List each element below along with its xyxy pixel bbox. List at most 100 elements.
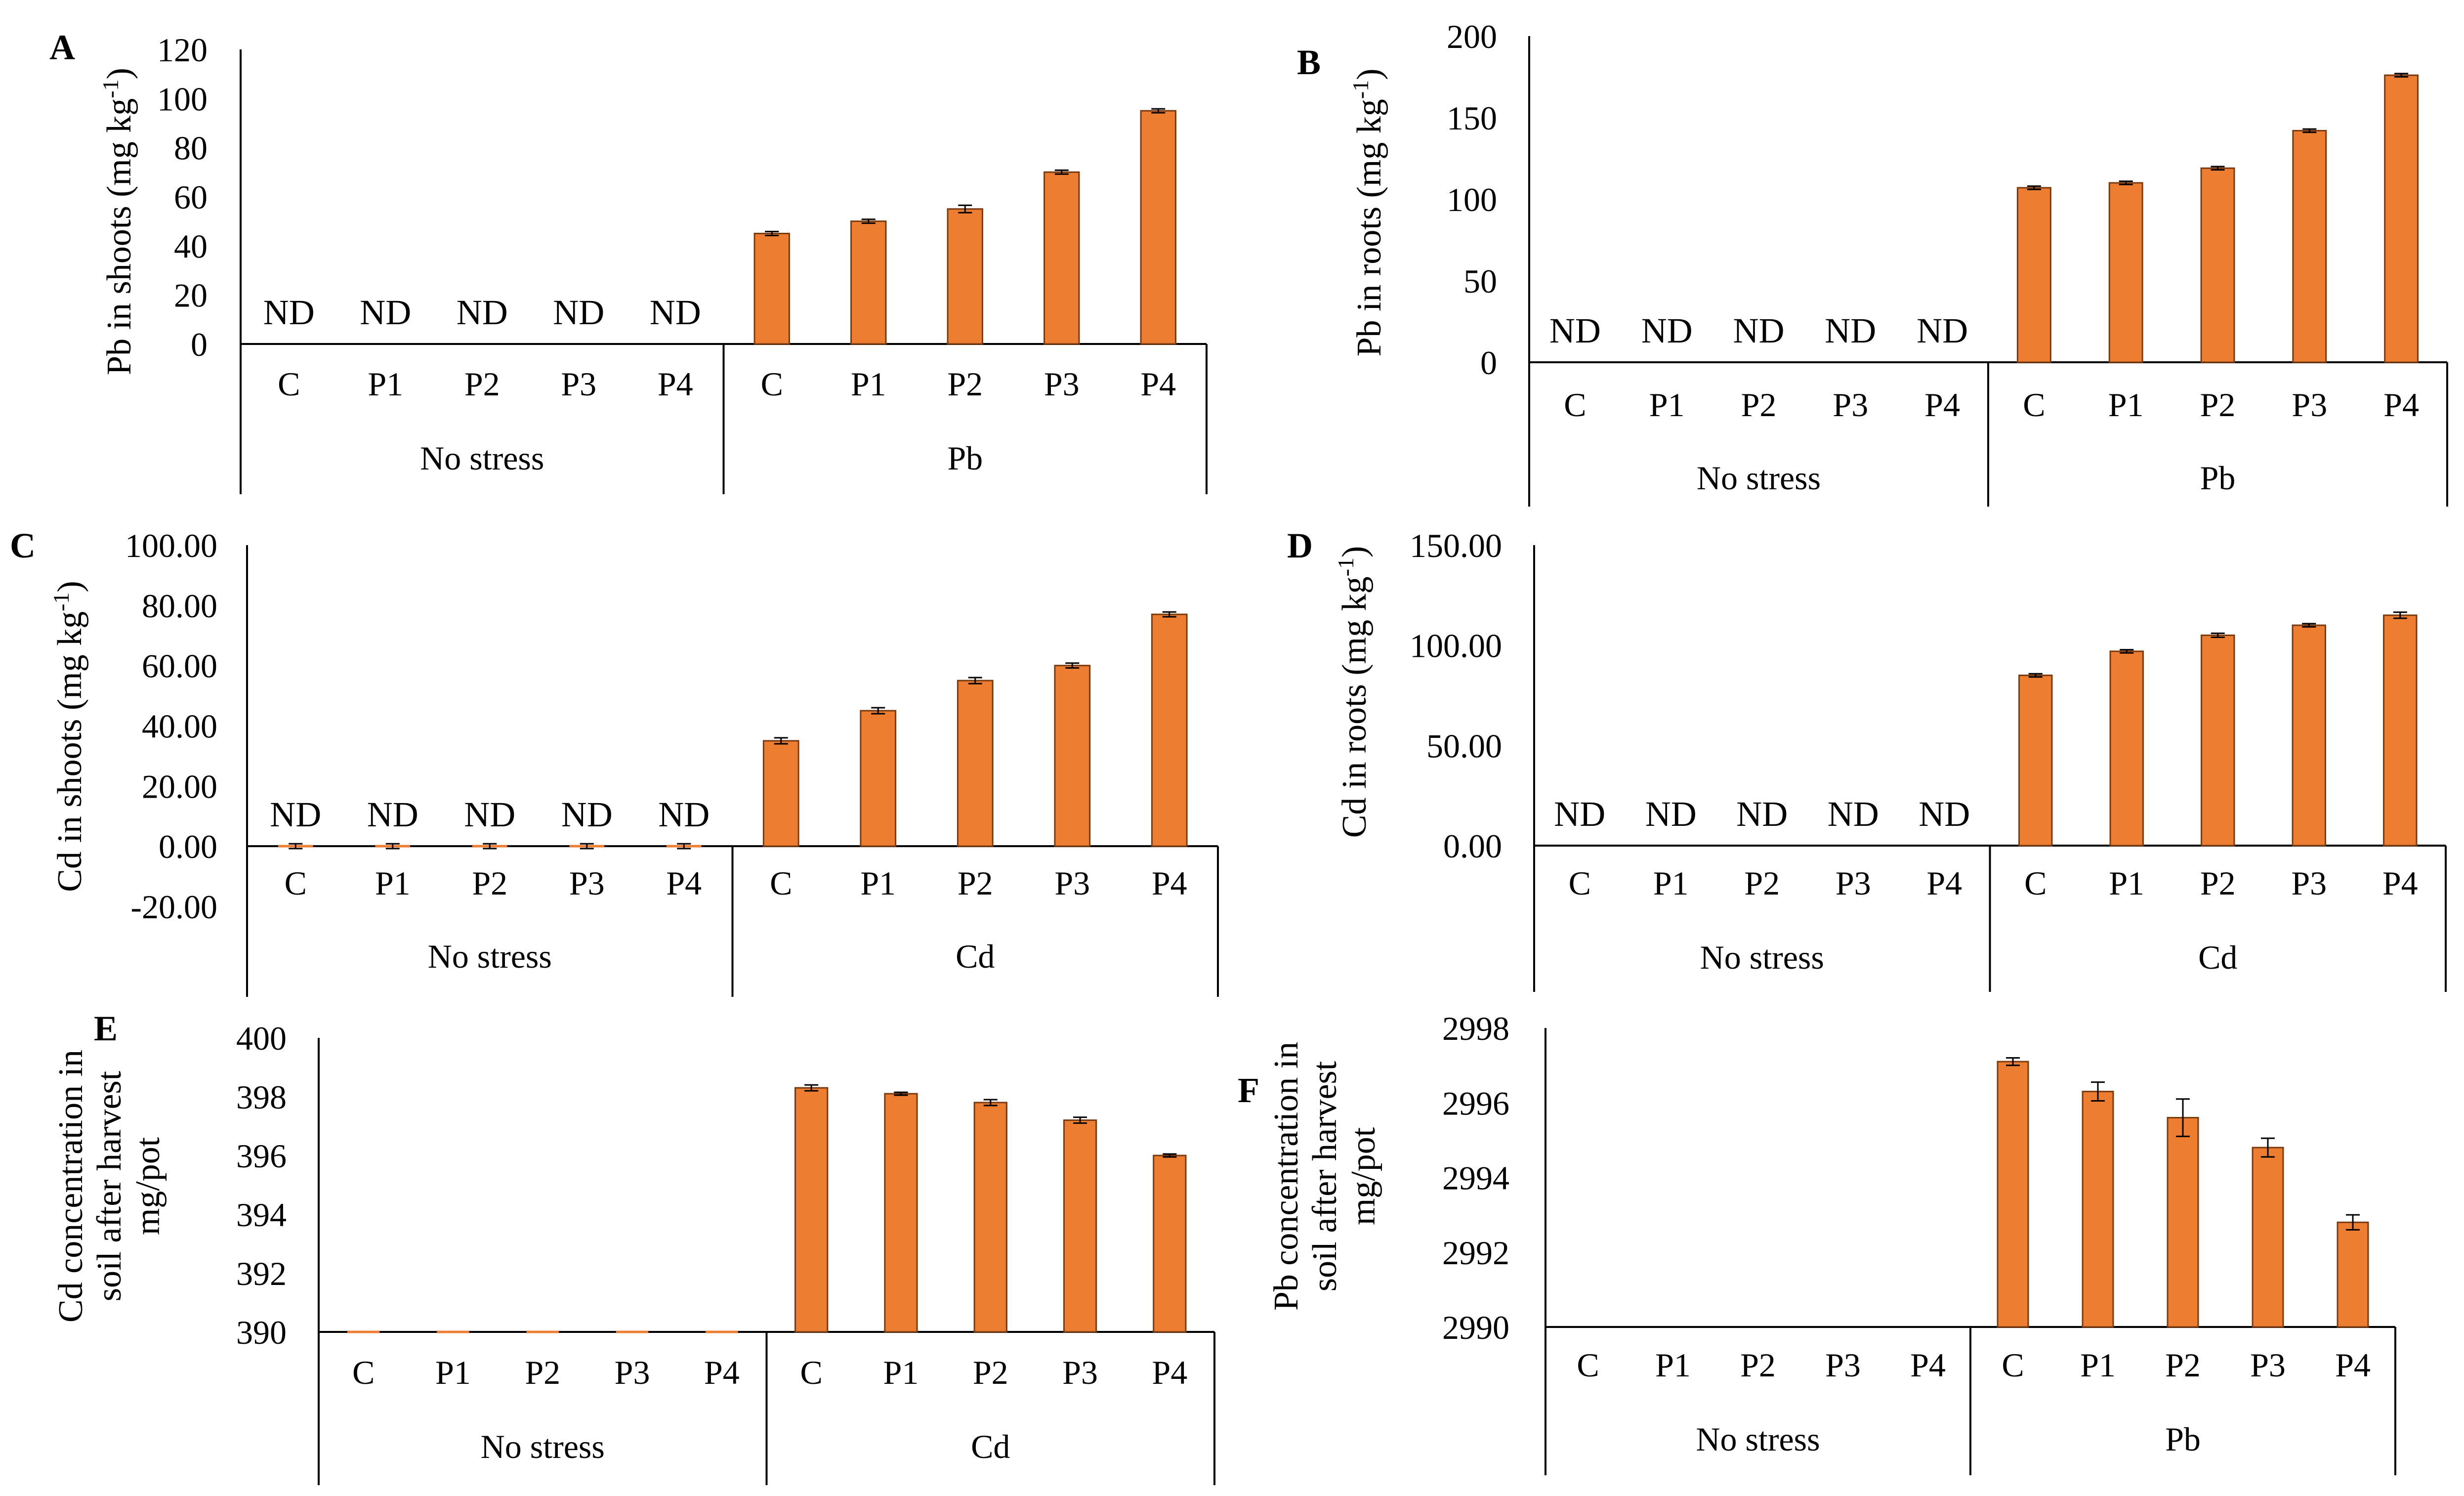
bar xyxy=(973,1102,1007,1333)
nd-label: ND xyxy=(561,795,613,834)
y-axis-title: Cd concentration in soil after harvest mg/… xyxy=(52,1050,167,1323)
y-tick-label: 150.00 xyxy=(1410,527,1502,564)
y-tick-label: 200 xyxy=(1447,18,1497,55)
y-axis-title: Pb in roots (mg kg-1) xyxy=(1348,69,1389,357)
bar xyxy=(947,208,983,345)
x-category-label: P3 xyxy=(569,864,605,902)
y-tick-label: 20.00 xyxy=(142,768,217,805)
x-category-label: C xyxy=(770,864,792,902)
bar xyxy=(2018,674,2053,847)
x-category-label: C xyxy=(761,365,783,403)
y-axis-title: Cd in shoots (mg kg-1) xyxy=(48,581,89,892)
bar xyxy=(1054,665,1091,847)
chart-panel-D: D 0.00 50.00 100.00 150.00 Cd in roots (mg kg… xyxy=(1287,526,2447,992)
x-category-label: P1 xyxy=(2109,864,2144,902)
bar xyxy=(2108,182,2143,363)
x-category-label: P2 xyxy=(1744,864,1780,902)
x-category-label: P1 xyxy=(883,1354,919,1391)
bar xyxy=(2252,1147,2284,1328)
panel-label: C xyxy=(10,526,36,565)
x-group-label: No stress xyxy=(420,439,544,477)
y-axis-title-text: Pb in shoots (mg kg-1) xyxy=(98,68,139,375)
y-tick-label: 396 xyxy=(236,1137,287,1175)
x-category-label: C xyxy=(2023,386,2045,424)
x-category-label: C xyxy=(1564,386,1586,424)
x-group-label: Pb xyxy=(2165,1420,2201,1458)
bar xyxy=(753,233,790,345)
bar xyxy=(794,1087,829,1333)
nd-label: ND xyxy=(367,795,418,834)
y-axis-title: Pb concentration in soil after harvest mg/… xyxy=(1267,1042,1382,1311)
bar xyxy=(2292,624,2326,847)
y-axis-title-line: mg/pot xyxy=(129,1137,167,1235)
x-group-label: Pb xyxy=(947,439,983,477)
x-category-label: P3 xyxy=(1825,1346,1861,1384)
panel-label: F xyxy=(1238,1070,1259,1110)
x-category-label: P1 xyxy=(851,365,886,403)
y-tick-label: 2990 xyxy=(1442,1309,1509,1346)
nd-label: ND xyxy=(270,795,321,834)
x-category-label: C xyxy=(278,365,300,403)
nd-label: ND xyxy=(1641,311,1693,350)
nd-label: ND xyxy=(457,293,508,332)
bar xyxy=(2082,1091,2114,1328)
x-category-label: P1 xyxy=(860,864,896,902)
bar xyxy=(2384,74,2419,363)
y-tick-label: 100.00 xyxy=(125,527,217,564)
y-tick-label: 100 xyxy=(157,80,208,118)
x-category-label: P2 xyxy=(472,864,507,902)
x-category-label: C xyxy=(2024,864,2046,902)
bar xyxy=(1153,1154,1187,1333)
x-category-label: P4 xyxy=(2382,864,2418,902)
panel-label: E xyxy=(94,1009,118,1048)
y-tick-label: 40 xyxy=(174,227,208,265)
x-category-label: P4 xyxy=(1152,1354,1187,1391)
bar xyxy=(1044,171,1080,345)
x-group-label: Cd xyxy=(2198,939,2237,976)
y-tick-label: 80.00 xyxy=(142,587,217,625)
y-tick-label: 2998 xyxy=(1442,1010,1509,1047)
x-category-label: P1 xyxy=(375,864,411,902)
x-category-label: C xyxy=(2002,1346,2024,1384)
y-axis-title: Pb in shoots (mg kg-1) xyxy=(98,68,139,375)
y-axis-title-line: Pb concentration in xyxy=(1267,1042,1305,1311)
x-category-label: P2 xyxy=(1740,1346,1776,1384)
chart-panel-F: F 2990 2992 2994 2996 2998 Pb concentration in… xyxy=(1238,1010,2396,1475)
x-group-label: Pb xyxy=(2200,459,2236,497)
x-category-label: P1 xyxy=(1649,386,1685,424)
x-category-label: P4 xyxy=(2383,386,2419,424)
x-group-label: No stress xyxy=(481,1428,605,1465)
x-category-label: C xyxy=(352,1354,375,1391)
x-category-label: P1 xyxy=(2080,1346,2116,1384)
x-category-label: P4 xyxy=(658,365,693,403)
y-tick-label: 0 xyxy=(191,326,208,363)
nd-label: ND xyxy=(1917,311,1968,350)
x-category-label: P1 xyxy=(1655,1346,1691,1384)
x-category-label: P3 xyxy=(561,365,596,403)
x-category-label: C xyxy=(1577,1346,1599,1384)
bar xyxy=(850,220,887,345)
x-category-label: C xyxy=(285,864,307,902)
x-category-label: P4 xyxy=(1140,365,1176,403)
x-category-label: C xyxy=(800,1354,822,1391)
x-group-label: Cd xyxy=(971,1428,1010,1465)
y-tick-label: 120 xyxy=(157,31,208,69)
bar xyxy=(2016,187,2051,363)
x-category-label: P1 xyxy=(2108,386,2144,424)
bar xyxy=(2292,129,2327,363)
x-category-label: P3 xyxy=(615,1354,650,1391)
chart-panel-C: C -20.00 0.00 20.00 40.00 60.00 80.00 100.00 Cd … xyxy=(10,526,1219,997)
bar xyxy=(2200,167,2235,363)
y-axis-title: Cd in roots (mg kg-1) xyxy=(1333,546,1374,838)
x-category-label: P1 xyxy=(368,365,403,403)
panel-label: A xyxy=(49,28,75,67)
y-tick-label: 394 xyxy=(236,1196,287,1234)
y-tick-label: 60 xyxy=(174,178,208,216)
y-tick-label: 60.00 xyxy=(142,647,217,685)
y-tick-label: 0 xyxy=(1480,344,1497,382)
x-category-label: P2 xyxy=(525,1354,560,1391)
x-category-label: P3 xyxy=(1054,864,1090,902)
chart-panel-E: E 390 392 394 396 398 400 Cd concentration in so… xyxy=(52,1009,1215,1485)
nd-label: ND xyxy=(1733,311,1785,350)
